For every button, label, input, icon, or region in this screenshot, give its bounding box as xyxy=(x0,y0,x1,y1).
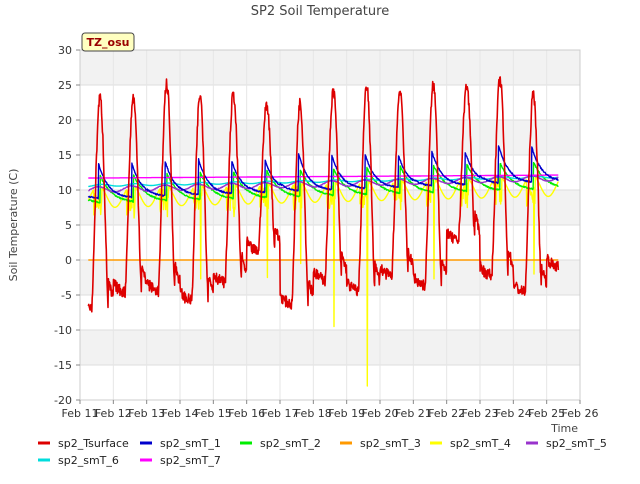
background-band xyxy=(80,330,580,365)
x-tick-label: Feb 22 xyxy=(428,407,465,420)
x-tick-label: Feb 16 xyxy=(228,407,265,420)
y-tick-label: 15 xyxy=(58,149,72,162)
legend-label: sp2_smT_5 xyxy=(546,437,607,450)
y-axis-label: Soil Temperature (C) xyxy=(7,169,20,282)
series-lines xyxy=(87,76,560,387)
background-band xyxy=(80,50,580,85)
legend-label: sp2_smT_4 xyxy=(450,437,511,450)
legend: sp2_Tsurface sp2_smT_1 sp2_smT_2 sp2_smT_3 s… xyxy=(38,437,607,467)
x-tick-label: Feb 24 xyxy=(495,407,532,420)
legend-item-sp2_smT_2: sp2_smT_2 xyxy=(240,437,321,450)
y-tick-label: 5 xyxy=(65,219,72,232)
legend-item-sp2_smT_7: sp2_smT_7 xyxy=(140,454,221,467)
y-tick-label: 0 xyxy=(65,254,72,267)
x-tick-label: Feb 23 xyxy=(462,407,499,420)
x-tick-label: Feb 20 xyxy=(362,407,399,420)
legend-label: sp2_smT_2 xyxy=(260,437,321,450)
background-band xyxy=(80,260,580,295)
station-badge: TZ_osu xyxy=(81,32,135,52)
x-tick-label: Feb 18 xyxy=(295,407,332,420)
station-badge-label: TZ_osu xyxy=(87,36,130,49)
series-line-sp2_smT_1 xyxy=(87,145,559,200)
x-tick-label: Feb 17 xyxy=(262,407,299,420)
legend-label: sp2_smT_7 xyxy=(160,454,221,467)
chart-title: SP2 Soil Temperature xyxy=(251,4,389,19)
legend-item-sp2_smT_1: sp2_smT_1 xyxy=(140,437,221,450)
station-badge-box xyxy=(81,32,135,52)
x-tick-label: Feb 26 xyxy=(562,407,599,420)
y-tick-label: 30 xyxy=(58,44,72,57)
legend-item-sp2_smT_5: sp2_smT_5 xyxy=(526,437,607,450)
legend-label: sp2_smT_6 xyxy=(58,454,119,467)
series-line-sp2_smT_5 xyxy=(88,174,559,193)
legend-label: sp2_Tsurface xyxy=(58,437,129,450)
legend-item-sp2_smT_6: sp2_smT_6 xyxy=(38,454,119,467)
y-tick-label: 25 xyxy=(58,79,72,92)
y-tick-label: 20 xyxy=(58,114,72,127)
legend-item-sp2_smT_4: sp2_smT_4 xyxy=(430,437,511,450)
y-tick-label: -5 xyxy=(61,289,72,302)
series-line-sp2_smT_6 xyxy=(88,175,559,188)
y-tick-label: -20 xyxy=(54,394,72,407)
x-axis-label: Time xyxy=(550,422,578,435)
x-tick-label: Feb 12 xyxy=(95,407,132,420)
legend-label: sp2_smT_3 xyxy=(360,437,421,450)
y-tick-label: -15 xyxy=(54,359,72,372)
x-tick-label: Feb 14 xyxy=(162,407,199,420)
series-line-sp2_Tsurface xyxy=(87,76,560,313)
x-tick-label: Feb 15 xyxy=(195,407,232,420)
x-tick-label: Feb 11 xyxy=(62,407,99,420)
x-tick-label: Feb 19 xyxy=(328,407,365,420)
legend-item-sp2_smT_3: sp2_smT_3 xyxy=(340,437,421,450)
legend-label: sp2_smT_1 xyxy=(160,437,221,450)
y-tick-label: 10 xyxy=(58,184,72,197)
y-tick-label: -10 xyxy=(54,324,72,337)
y-axis-ticks: -20 -15 -10 -5 0 5 10 15 20 25 30 xyxy=(54,44,80,407)
x-tick-label: Feb 25 xyxy=(528,407,565,420)
legend-item-sp2_Tsurface: sp2_Tsurface xyxy=(38,437,129,450)
x-tick-label: Feb 21 xyxy=(395,407,432,420)
x-tick-label: Feb 13 xyxy=(128,407,165,420)
